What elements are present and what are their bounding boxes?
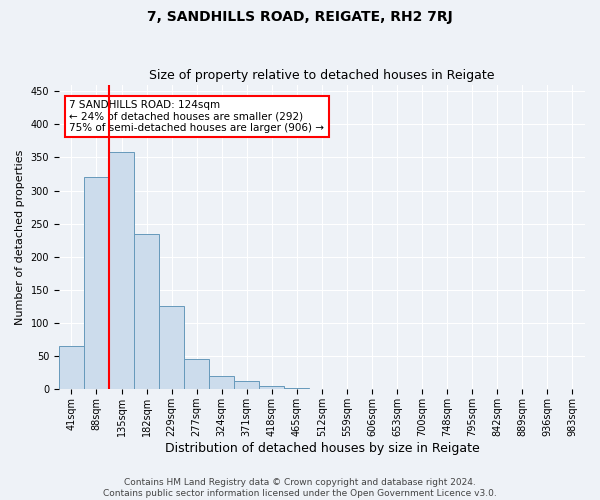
Bar — [234, 382, 259, 390]
Bar — [359, 388, 385, 390]
X-axis label: Distribution of detached houses by size in Reigate: Distribution of detached houses by size … — [164, 442, 479, 455]
Bar — [159, 306, 184, 390]
Bar — [535, 388, 560, 390]
Bar — [84, 178, 109, 390]
Bar — [334, 388, 359, 390]
Bar — [109, 152, 134, 390]
Bar — [284, 388, 310, 390]
Bar — [209, 376, 234, 390]
Bar — [310, 388, 334, 390]
Bar — [59, 346, 84, 390]
Bar — [259, 386, 284, 390]
Text: 7 SANDHILLS ROAD: 124sqm
← 24% of detached houses are smaller (292)
75% of semi-: 7 SANDHILLS ROAD: 124sqm ← 24% of detach… — [70, 100, 325, 133]
Text: 7, SANDHILLS ROAD, REIGATE, RH2 7RJ: 7, SANDHILLS ROAD, REIGATE, RH2 7RJ — [147, 10, 453, 24]
Bar — [134, 234, 159, 390]
Title: Size of property relative to detached houses in Reigate: Size of property relative to detached ho… — [149, 69, 495, 82]
Bar — [184, 360, 209, 390]
Text: Contains HM Land Registry data © Crown copyright and database right 2024.
Contai: Contains HM Land Registry data © Crown c… — [103, 478, 497, 498]
Bar — [434, 388, 460, 390]
Y-axis label: Number of detached properties: Number of detached properties — [15, 149, 25, 324]
